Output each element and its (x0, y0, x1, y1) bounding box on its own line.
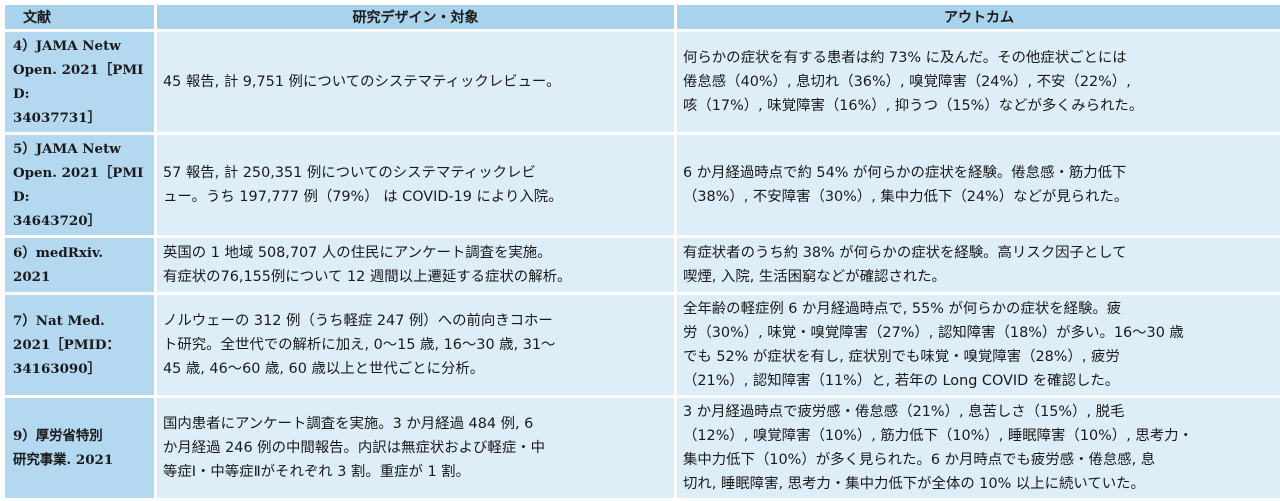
design-cell: 45 報告, 計 9,751 例についてのシステマティックレビュー。 (157, 32, 674, 132)
outcome-cell: 6 か月経過時点で約 54% が何らかの症状を経験。倦怠感・筋力低下 （38%）… (677, 135, 1280, 235)
header-outcome: アウトカム (677, 5, 1280, 29)
reference-cell: 5）JAMA Netw Open. 2021［PMID: 34643720］ (5, 135, 154, 235)
table-row: 9）厚労省特別 研究事業. 2021 国内患者にアンケート調査を実施。3 か月経… (5, 398, 1280, 498)
reference-cell: 4）JAMA Netw Open. 2021［PMID: 34037731］ (5, 32, 154, 132)
table-row: 7）Nat Med. 2021［PMID： 34163090］ ノルウェーの 3… (5, 295, 1280, 395)
outcome-cell: 有症状者のうち約 38% が何らかの症状を経験。高リスク因子として 喫煙, 入院… (677, 238, 1280, 292)
header-row: 文献 研究デザイン・対象 アウトカム (5, 5, 1280, 29)
design-cell: 英国の 1 地域 508,707 人の住民にアンケート調査を実施。 有症状の76… (157, 238, 674, 292)
design-cell: ノルウェーの 312 例（うち軽症 247 例）への前向きコホー ト研究。全世代… (157, 295, 674, 395)
design-cell: 57 報告, 計 250,351 例についてのシステマティックレビ ュー。うち … (157, 135, 674, 235)
table-row: 4）JAMA Netw Open. 2021［PMID: 34037731］ 4… (5, 32, 1280, 132)
outcome-cell: 全年齢の軽症例 6 か月経過時点で, 55% が何らかの症状を経験。疲 労（30… (677, 295, 1280, 395)
reference-cell: 9）厚労省特別 研究事業. 2021 (5, 398, 154, 498)
table-row: 5）JAMA Netw Open. 2021［PMID: 34643720］ 5… (5, 135, 1280, 235)
header-reference: 文献 (5, 5, 154, 29)
table-row: 6）medRxiv. 2021 英国の 1 地域 508,707 人の住民にアン… (5, 238, 1280, 292)
outcome-cell: 何らかの症状を有する患者は約 73% に及んだ。その他症状ごとには 倦怠感（40… (677, 32, 1280, 132)
design-cell: 国内患者にアンケート調査を実施。3 か月経過 484 例, 6 か月経過 246… (157, 398, 674, 498)
reference-cell: 6）medRxiv. 2021 (5, 238, 154, 292)
outcome-cell: 3 か月経過時点で疲労感・倦怠感（21%）, 息苦しさ（15%）, 脱毛 （12… (677, 398, 1280, 498)
reference-cell: 7）Nat Med. 2021［PMID： 34163090］ (5, 295, 154, 395)
header-design: 研究デザイン・対象 (157, 5, 674, 29)
